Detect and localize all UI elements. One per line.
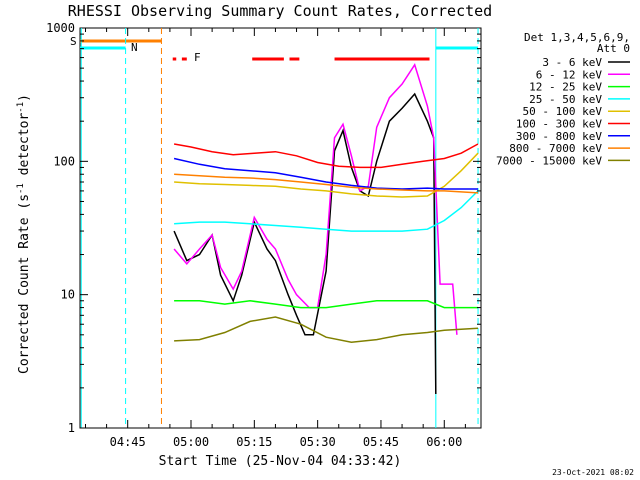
y-tick-label: 100 xyxy=(53,154,75,168)
plot-frame xyxy=(79,27,482,429)
series-line xyxy=(173,92,437,395)
series-line xyxy=(174,300,478,309)
legend-label: 25 - 50 keV xyxy=(529,93,602,106)
axes: 04:45 05:00 05:15 05:30 05:45 06:00 1 10 100 1000 xyxy=(46,21,481,449)
legend-label: 6 - 12 keV xyxy=(536,68,603,81)
legend-label: 50 - 100 keV xyxy=(523,105,603,118)
chart-title: RHESSI Observing Summary Count Rates, Co… xyxy=(68,2,492,20)
series-line xyxy=(174,173,479,194)
legend-label: 100 - 300 keV xyxy=(516,118,602,131)
saa-flag-label: S xyxy=(70,35,77,48)
series-layer xyxy=(173,63,479,395)
event-markers: S N F xyxy=(70,28,479,428)
legend-label: 3 - 6 keV xyxy=(542,56,602,69)
legend-label: 12 - 25 keV xyxy=(529,81,602,94)
x-tick-label: 05:15 xyxy=(236,435,272,449)
x-tick-label: 05:45 xyxy=(363,435,399,449)
y-axis-label: Corrected Count Rate (s-1 detector-1) xyxy=(16,94,32,374)
legend-label: 300 - 800 keV xyxy=(516,130,602,143)
x-tick-label: 05:30 xyxy=(300,435,336,449)
x-tick-label: 06:00 xyxy=(426,435,462,449)
x-tick-label: 04:45 xyxy=(110,435,146,449)
series-line xyxy=(174,152,479,198)
series-line xyxy=(173,63,458,335)
y-tick-label: 10 xyxy=(61,288,75,302)
y-tick-label: 1 xyxy=(68,421,75,435)
legend-header-line-2: Att 0 xyxy=(597,42,630,55)
series-line xyxy=(173,157,478,190)
series-line xyxy=(174,316,479,343)
x-axis-label: Start Time (25-Nov-04 04:33:42) xyxy=(159,454,402,469)
footer-date: 23-Oct-2021 08:02 xyxy=(552,468,634,477)
flare-flag-label: F xyxy=(194,51,201,64)
x-tick-label: 05:00 xyxy=(173,435,209,449)
legend-label: 800 - 7000 keV xyxy=(509,142,602,155)
legend-label: 7000 - 15000 keV xyxy=(496,154,602,167)
night-flag-label: N xyxy=(131,41,138,54)
legend-header-line-1: Det 1,3,4,5,6,9, xyxy=(524,31,630,44)
y-tick-label: 1000 xyxy=(46,21,75,35)
series-line xyxy=(173,143,479,169)
series-line xyxy=(174,190,479,232)
